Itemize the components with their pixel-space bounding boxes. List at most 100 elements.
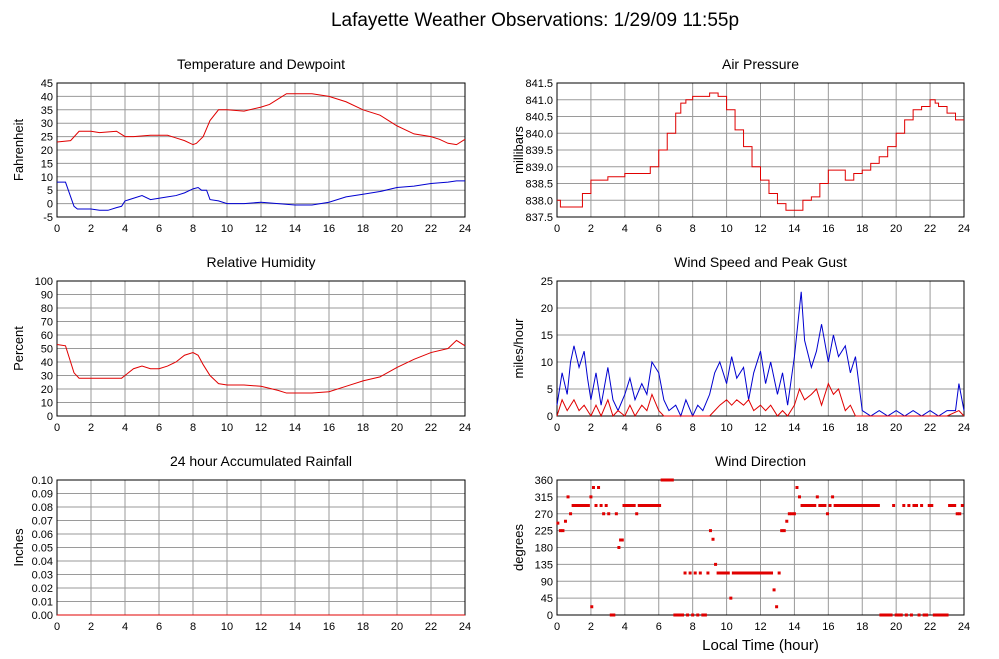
chart-title: Wind Direction: [715, 453, 806, 469]
y-tick-label: 35: [41, 105, 53, 117]
data-point: [889, 613, 893, 617]
x-tick-label: 4: [622, 223, 628, 235]
data-point: [581, 504, 585, 507]
x-tick-label: 10: [221, 621, 233, 633]
series-line: [56, 339, 466, 394]
x-tick-label: 0: [54, 621, 60, 633]
data-point: [645, 504, 649, 507]
x-tick-label: 6: [656, 422, 662, 434]
data-point: [902, 504, 906, 507]
data-point: [708, 529, 712, 533]
x-tick-label: 24: [459, 223, 471, 235]
x-tick-label: 8: [690, 223, 696, 235]
y-tick-label: 60: [41, 330, 53, 342]
data-point: [563, 519, 567, 523]
data-point: [940, 613, 944, 617]
data-point: [777, 571, 781, 575]
data-point: [955, 512, 959, 516]
data-point: [861, 504, 865, 507]
y-tick-label: 90: [541, 576, 553, 588]
y-tick-label: 135: [535, 559, 553, 571]
x-tick-label: 18: [357, 422, 369, 434]
data-point: [673, 613, 677, 617]
data-point: [688, 571, 692, 575]
data-point: [775, 605, 779, 609]
data-point: [729, 596, 733, 600]
x-tick-label: 24: [958, 621, 970, 633]
data-point: [752, 571, 756, 575]
chart-title: Wind Speed and Peak Gust: [674, 254, 847, 270]
x-tick-label: 2: [88, 223, 94, 235]
data-point: [820, 504, 824, 507]
x-tick-label: 10: [720, 621, 732, 633]
y-tick-label: 40: [41, 91, 53, 103]
data-point: [825, 512, 829, 516]
data-point: [838, 504, 842, 507]
y-tick-label: 10: [41, 172, 53, 184]
series-line: [556, 382, 965, 418]
y-tick-label: 45: [41, 78, 53, 90]
x-tick-label: 4: [122, 621, 128, 633]
x-tick-label: 12: [255, 621, 267, 633]
data-point: [894, 613, 898, 617]
data-point: [960, 504, 964, 507]
data-point: [747, 571, 751, 575]
data-point: [691, 613, 695, 617]
x-tick-label: 8: [190, 223, 196, 235]
y-tick-label: 837.5: [525, 212, 553, 224]
series-line: [57, 180, 465, 211]
x-tick-label: 16: [822, 621, 834, 633]
y-axis-label: Percent: [11, 326, 26, 371]
y-tick-label: 0.10: [32, 475, 53, 487]
x-tick-label: 2: [588, 621, 594, 633]
chart-title: Air Pressure: [722, 56, 799, 72]
data-point: [602, 512, 606, 516]
y-tick-label: 225: [535, 526, 553, 538]
x-tick-label: 22: [924, 621, 936, 633]
y-tick-label: 5: [47, 185, 53, 197]
x-tick-label: 8: [190, 621, 196, 633]
data-point: [897, 613, 901, 617]
data-point: [942, 613, 946, 617]
y-tick-label: 0.05: [32, 543, 53, 555]
data-point: [935, 613, 939, 617]
y-tick-label: 839.0: [525, 162, 553, 174]
y-tick-label: 0.02: [32, 583, 53, 595]
data-point: [912, 504, 916, 507]
data-point: [787, 512, 791, 516]
x-tick-label: 0: [54, 422, 60, 434]
x-tick-label: 16: [323, 621, 335, 633]
y-tick-label: 839.5: [525, 145, 553, 157]
data-point: [632, 504, 636, 507]
data-point: [841, 504, 845, 507]
x-tick-label: 4: [122, 422, 128, 434]
plot-frame: [556, 479, 965, 616]
x-tick-label: 16: [822, 223, 834, 235]
data-point: [932, 613, 936, 617]
data-point: [907, 504, 911, 507]
y-tick-label: 30: [41, 371, 53, 383]
data-point: [696, 613, 700, 617]
data-point: [887, 613, 891, 617]
data-point: [950, 504, 954, 507]
x-tick-label: 2: [588, 422, 594, 434]
x-tick-label: 2: [88, 621, 94, 633]
data-point: [711, 537, 715, 541]
data-point: [622, 504, 626, 507]
x-tick-label: 14: [289, 621, 301, 633]
data-point: [556, 521, 560, 525]
data-point: [609, 613, 613, 617]
data-point: [591, 486, 595, 489]
y-tick-label: -5: [43, 212, 53, 224]
chart-rain: 0 2 4 6 8 10 12 14 16 18 20 22 240.000.010.020.030.0…: [11, 453, 471, 633]
x-axis-label: Local Time (hour): [702, 637, 819, 654]
data-point: [660, 478, 664, 482]
data-point: [566, 495, 570, 499]
data-point: [594, 504, 598, 507]
chart-pressure: 0 2 4 6 8 10 12 14 16 18 20 22 24837.5838.0838.5839.…: [511, 56, 970, 235]
y-tick-label: 25: [541, 276, 553, 288]
page-title: Lafayette Weather Observations: 1/29/09 …: [331, 10, 739, 31]
data-point: [586, 504, 590, 507]
x-tick-label: 22: [425, 223, 437, 235]
x-tick-label: 6: [156, 422, 162, 434]
